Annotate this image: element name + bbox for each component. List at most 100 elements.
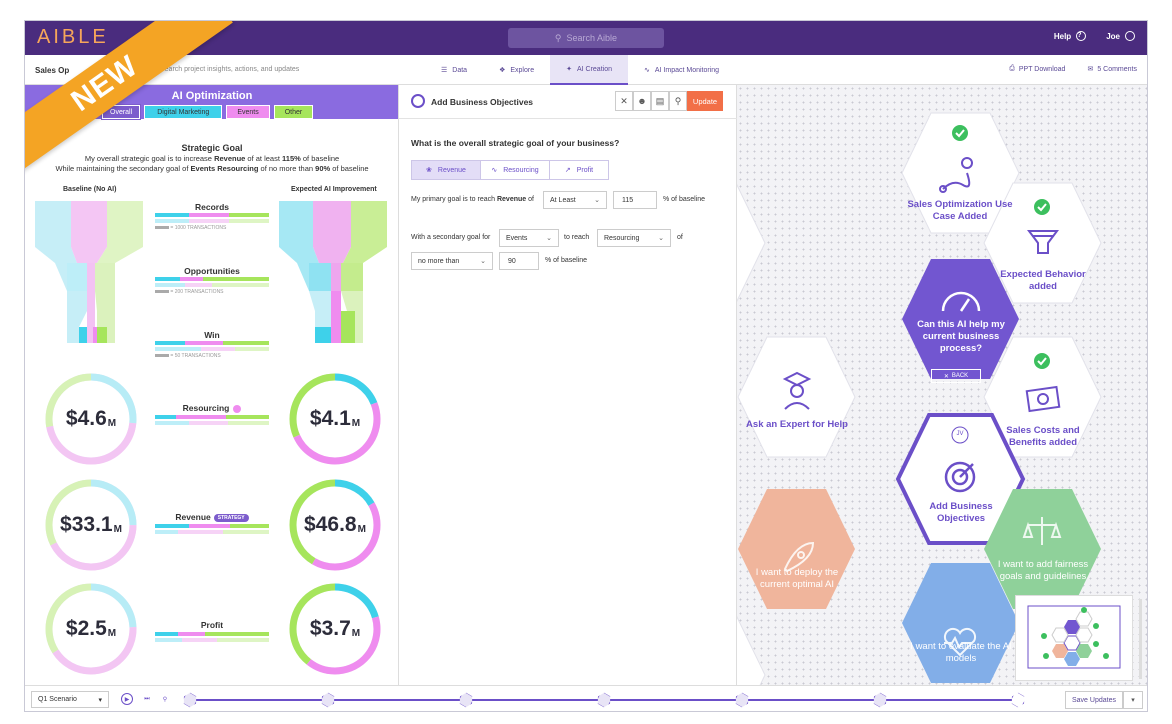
tab-explore[interactable]: ❖ Explore (499, 66, 535, 75)
aible-logo[interactable]: AIBLE (37, 26, 109, 48)
secondary-segment-select[interactable]: Events ⌄ (499, 229, 559, 247)
route-icon (939, 157, 973, 193)
tab-ai-impact-monitoring[interactable]: ∿ AI Impact Monitoring (644, 66, 720, 75)
target-icon (944, 461, 976, 493)
zoom-slider[interactable] (1139, 599, 1142, 679)
money-icon (1025, 385, 1061, 413)
user-icon (1125, 31, 1135, 41)
comments-link[interactable]: ✉ 5 Comments (1087, 65, 1137, 74)
primary-comparator-select[interactable]: At Least ⌄ (543, 191, 607, 209)
user-menu[interactable]: Joe (1106, 31, 1135, 41)
app-window: NEW AIBLE ⚲ Search Aible Help? Joe Sales… (24, 20, 1148, 712)
tab-data[interactable]: ☰ Data (441, 66, 468, 75)
baseline-profit-value: $2.5 M (65, 617, 117, 640)
hex-label-add-business-objectives[interactable]: Add Business Objectives (929, 501, 993, 524)
ai-optimization-header: AI Optimization Overall Digital Marketin… (25, 85, 398, 119)
top-bar: AIBLE ⚲ Search Aible Help? Joe (25, 21, 1147, 55)
primary-goal-suffix: % of baseline (663, 196, 706, 203)
check-icon (1034, 353, 1050, 369)
strategic-goal-title: Strategic Goal (181, 143, 243, 153)
business-objectives-panel: Add Business Objectives ✕ ☻ ▤ ⚲ Update W… (399, 85, 737, 685)
resourcing-dot-icon (233, 404, 242, 413)
project-search-hint[interactable]: Search project insights, actions, and up… (160, 66, 300, 73)
save-updates-button[interactable]: Save Updates (1065, 691, 1123, 709)
hex-label-sales-costs[interactable]: Sales Costs and Benefits added (1006, 425, 1080, 448)
baseline-revenue-value: $33.1 M (60, 513, 122, 536)
ppt-download-link[interactable]: ⎙ PPT Download (1009, 65, 1066, 73)
line-chart-icon: ∿ (491, 167, 498, 174)
pin-button[interactable]: ⚲ (669, 91, 687, 111)
chip-other[interactable]: Other (273, 105, 314, 119)
expected-revenue-donut (289, 479, 381, 571)
hex-can-this-ai-help (902, 259, 1019, 379)
jv-avatar (951, 426, 969, 444)
segment-profit[interactable]: ↗ Profit (549, 160, 609, 180)
search-button[interactable]: ⚲ (159, 693, 171, 705)
close-button[interactable]: ✕ (615, 91, 633, 111)
close-icon: ✕ (620, 95, 628, 106)
segment-revenue[interactable]: ❀ Revenue (411, 160, 481, 180)
play-button[interactable]: ▶ (121, 693, 133, 705)
chip-overall[interactable]: Overall (102, 105, 141, 119)
primary-value-input[interactable]: 115 (613, 191, 657, 209)
pin-icon: ⚲ (674, 95, 682, 106)
baseline-column-header: Baseline (No AI) (63, 186, 117, 193)
play-icon: ▶ (124, 696, 130, 703)
segment-resourcing[interactable]: ∿ Resourcing (480, 160, 550, 180)
expected-resourcing-value: $4.1 M (309, 407, 361, 430)
scales-icon (1022, 517, 1062, 545)
close-icon: ✕ (943, 373, 949, 380)
hex-deploy (738, 489, 855, 609)
hex-label-sales-optimization[interactable]: Sales Optimization Use Case Added (907, 199, 1013, 222)
donut-label-revenue: Revenue STRATEGY (155, 512, 269, 522)
ai-optimization-title: AI Optimization (171, 90, 253, 102)
secondary-metric-select[interactable]: Resourcing ⌄ (597, 229, 671, 247)
hex-label-deploy[interactable]: I want to deploy the current optimal AI (755, 567, 839, 590)
chip-events[interactable]: Events (226, 105, 270, 119)
business-objectives-header: Add Business Objectives ✕ ☻ ▤ ⚲ Update (399, 85, 737, 119)
scenario-select[interactable]: Q1 Scenario ▾ (31, 691, 109, 708)
rocket-icon (783, 541, 815, 573)
hex-label-can-this-ai-help[interactable]: Can this AI help my current business pro… (917, 319, 1005, 354)
graduate-icon (782, 371, 812, 410)
secondary-goal-suffix: % of baseline (545, 257, 588, 264)
bottom-bar: Q1 Scenario ▾ ▶ ⏭ ⚲ Save Updates ▾ (25, 685, 1147, 711)
chip-digital-marketing[interactable]: Digital Marketing (144, 105, 223, 119)
hex-evaluate (902, 563, 1019, 683)
update-button[interactable]: Update (687, 91, 723, 111)
hex-graph (737, 112, 1102, 685)
plant-icon: ❀ (426, 167, 432, 174)
next-step-button[interactable]: ⏭ (141, 693, 153, 705)
download-icon: ⎙ (1009, 65, 1015, 72)
nav-tabs: ☰ Data ❖ Explore ✦ AI Creation ∿ AI Impact M… (425, 55, 735, 85)
target-icon (411, 94, 425, 108)
back-button[interactable]: ✕ BACK (931, 369, 981, 383)
hex-edge-left-top (737, 183, 766, 303)
hex-label-fairness[interactable]: I want to add fairness goals and guideli… (997, 559, 1089, 582)
metric-label-win: Win (204, 330, 220, 340)
minimap[interactable] (1015, 595, 1133, 681)
expert-button[interactable]: ☻ (633, 91, 651, 111)
strategic-goal-line-1: My overall strategic goal is to increase… (84, 154, 340, 163)
clipboard-icon: ▤ (655, 95, 665, 106)
project-name[interactable]: Sales Op (35, 66, 70, 75)
notes-button[interactable]: ▤ (651, 91, 669, 111)
baseline-profit-donut (45, 583, 137, 675)
chevron-down-icon: ⌄ (658, 235, 664, 242)
strategy-badge: STRATEGY (213, 513, 249, 522)
tab-ai-creation[interactable]: ✦ AI Creation (550, 55, 628, 85)
help-icon: ? (1076, 31, 1087, 41)
expert-icon: ☻ (637, 96, 647, 106)
search-box[interactable]: ⚲ Search Aible (508, 28, 664, 48)
pulse-icon: ∿ (644, 67, 650, 74)
chevron-down-icon: ▾ (98, 696, 102, 704)
save-options-dropdown[interactable]: ▾ (1123, 691, 1143, 709)
secondary-comparator-select[interactable]: no more than ⌄ (411, 252, 493, 270)
help-link[interactable]: Help? (1054, 31, 1087, 41)
hex-label-ask-expert[interactable]: Ask an Expert for Help (746, 419, 848, 430)
secondary-value-input[interactable]: 90 (499, 252, 539, 270)
chevron-down-icon: ⌄ (546, 235, 552, 242)
funnel-icon (1027, 230, 1059, 254)
hex-label-expected-behavior[interactable]: Expected Behavior added (1000, 269, 1086, 292)
hex-label-evaluate[interactable]: I want to evaluate the AI models (910, 641, 1012, 664)
